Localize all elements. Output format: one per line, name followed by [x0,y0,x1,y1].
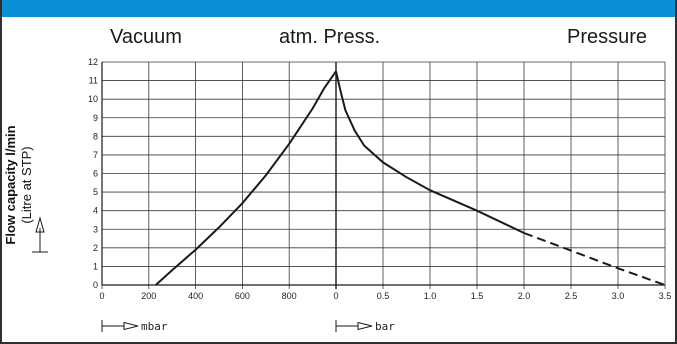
mbar-arrow-head [123,321,139,331]
y-tick-label-5: 5 [93,187,98,197]
x-tick-label-mbar-0: 0 [99,291,104,301]
unit-label-mbar: mbar [141,320,168,333]
x-tick-label-mbar-2: 400 [188,291,203,301]
region-label-pressure: Pressure [567,26,648,48]
header-bar [0,0,677,17]
y-tick-label-6: 6 [93,169,98,179]
curve-pressure-dashed [523,232,666,286]
unit-label-bar: bar [375,320,395,333]
curve-pressure-solid [335,71,525,234]
x-tick-label-mbar-3: 600 [235,291,250,301]
region-label-vacuum: Vacuum [110,26,182,48]
y-tick-label-7: 7 [93,150,98,160]
y-tick-label-2: 2 [93,243,98,253]
y-tick-label-10: 10 [88,94,98,104]
y-tick-label-9: 9 [93,113,98,123]
x-tick-label-bar-2.0: 2.0 [518,291,531,301]
x-tick-label-bar-3.5: 3.5 [659,291,672,301]
y-tick-label-1: 1 [93,261,98,271]
x-tick-label-bar-3.0: 3.0 [612,291,625,301]
x-tick-label-bar-0.5: 0.5 [377,291,390,301]
y-tick-label-0: 0 [93,280,98,290]
y-tick-label-4: 4 [93,206,98,216]
x-tick-label-mbar-1: 200 [141,291,156,301]
region-label-atm: atm. Press. [279,26,381,48]
y-arrow-head [35,216,45,233]
bar-arrow-head [357,321,373,331]
y-tick-label-3: 3 [93,224,98,234]
curve-vacuum [155,70,337,286]
x-tick-label-mbar-5: 0 [333,291,338,301]
x-tick-label-bar-1.5: 1.5 [471,291,484,301]
y-tick-label-11: 11 [89,76,98,86]
x-tick-label-bar-2.5: 2.5 [565,291,578,301]
y-tick-label-12: 12 [88,57,98,67]
x-tick-label-mbar-4: 800 [282,291,297,301]
y-tick-label-8: 8 [93,131,98,141]
x-tick-label-bar-1.0: 1.0 [424,291,437,301]
